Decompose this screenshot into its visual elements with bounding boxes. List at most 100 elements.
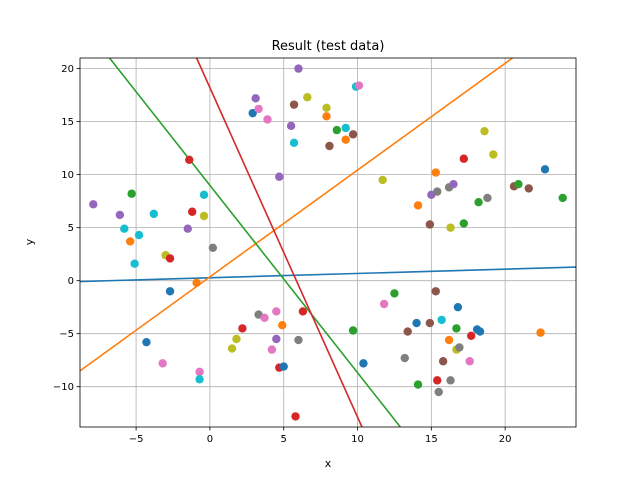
data-point xyxy=(466,331,476,341)
data-point xyxy=(275,172,284,181)
data-point xyxy=(431,287,440,296)
y-tick-label: 0 xyxy=(68,276,74,287)
x-axis-ticks: −5 0 5 10 15 20 xyxy=(129,427,512,445)
data-point xyxy=(199,211,209,221)
data-point xyxy=(413,201,423,210)
x-tick-label: 15 xyxy=(425,434,438,445)
data-point xyxy=(425,220,435,229)
data-point xyxy=(536,328,545,337)
data-point xyxy=(403,327,412,336)
data-point xyxy=(540,165,550,174)
data-point xyxy=(130,259,139,268)
data-point xyxy=(272,334,281,344)
data-point xyxy=(195,367,204,377)
x-tick-label: 20 xyxy=(499,434,512,445)
data-point xyxy=(446,223,455,232)
data-point xyxy=(378,175,387,185)
data-point xyxy=(251,94,260,103)
data-point xyxy=(199,190,209,199)
data-point xyxy=(558,193,567,203)
data-point xyxy=(434,387,443,397)
y-tick-label: 10 xyxy=(61,170,74,181)
data-point xyxy=(400,353,409,363)
data-point xyxy=(431,168,440,177)
y-tick-label: 20 xyxy=(61,64,74,75)
data-point xyxy=(452,324,461,333)
data-point xyxy=(254,104,263,114)
data-point xyxy=(303,93,312,102)
data-point xyxy=(183,224,192,233)
data-point xyxy=(348,326,358,335)
data-point xyxy=(480,126,489,136)
data-point xyxy=(149,209,159,219)
data-point xyxy=(195,375,204,384)
data-point xyxy=(291,412,300,421)
fit-line xyxy=(80,58,513,372)
data-point xyxy=(263,115,272,124)
data-point xyxy=(322,103,331,113)
data-point xyxy=(272,307,281,316)
grid xyxy=(80,58,576,427)
data-point xyxy=(514,179,523,189)
data-points xyxy=(89,64,567,421)
data-point xyxy=(89,200,98,209)
data-point xyxy=(158,359,167,368)
x-tick-label: 0 xyxy=(207,434,213,445)
data-point xyxy=(115,210,125,220)
plot-frame xyxy=(79,57,577,428)
data-point xyxy=(260,313,269,322)
data-point xyxy=(127,189,136,198)
data-point xyxy=(208,243,218,253)
data-point xyxy=(322,112,331,121)
fit-lines xyxy=(80,58,576,427)
data-point xyxy=(459,154,469,163)
data-point xyxy=(332,125,342,135)
data-point xyxy=(412,318,421,328)
data-point xyxy=(125,237,135,246)
data-point xyxy=(341,123,350,133)
x-tick-label: 10 xyxy=(351,434,364,445)
data-point xyxy=(465,357,474,366)
y-tick-label: 15 xyxy=(61,117,74,128)
data-point xyxy=(489,150,498,159)
data-point xyxy=(453,302,463,312)
fit-line xyxy=(80,266,576,283)
data-point xyxy=(165,287,175,296)
data-point xyxy=(289,100,299,109)
data-point xyxy=(446,376,455,385)
data-point xyxy=(227,344,237,353)
data-point xyxy=(165,254,175,263)
data-point xyxy=(325,141,334,151)
data-point xyxy=(289,138,299,148)
data-point xyxy=(433,376,442,385)
data-point xyxy=(474,198,483,207)
data-point xyxy=(192,278,201,287)
data-point xyxy=(142,337,151,347)
data-point xyxy=(298,307,308,316)
data-point xyxy=(438,357,448,366)
data-point xyxy=(390,289,399,298)
x-tick-label: −5 xyxy=(129,434,144,445)
data-point xyxy=(524,184,533,193)
data-point xyxy=(449,179,458,189)
data-point xyxy=(185,155,194,164)
data-point xyxy=(413,380,423,389)
data-point xyxy=(279,362,288,371)
data-point xyxy=(379,299,389,309)
x-tick-label: 5 xyxy=(281,434,287,445)
data-point xyxy=(134,230,144,240)
fit-line xyxy=(108,58,401,427)
data-point xyxy=(294,335,303,345)
data-point xyxy=(348,130,358,139)
data-point xyxy=(248,108,257,118)
data-point xyxy=(120,224,129,233)
data-point xyxy=(187,207,197,216)
data-point xyxy=(359,359,368,368)
chart-title: Result (test data) xyxy=(272,39,385,54)
data-point xyxy=(278,321,287,330)
data-point xyxy=(459,219,469,228)
data-point xyxy=(294,64,303,73)
data-point xyxy=(425,318,435,328)
